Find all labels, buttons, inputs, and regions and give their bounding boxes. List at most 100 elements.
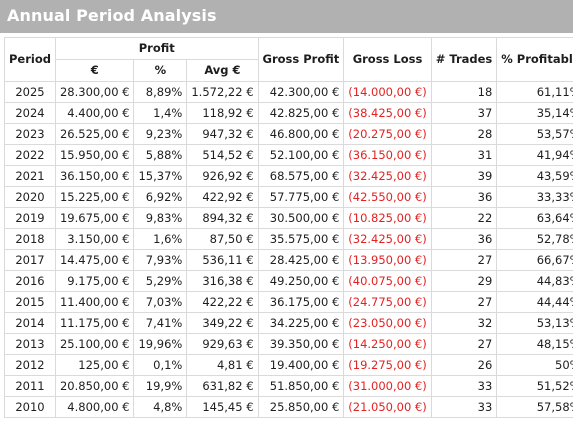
cell-gross-profit: 28.425,00 € [257,249,345,271]
cell-profit-avg: 422,22 € [186,291,259,313]
cell-gross-loss: (14.000,00 €) [343,81,432,103]
cell-profit-pct: 5,88% [133,144,188,166]
cell-period: 2012 [4,354,56,376]
cell-gross-profit: 25.850,00 € [257,396,345,418]
cell-profit-pct: 1,6% [133,228,188,250]
table-row[interactable]: 2011 20.850,00 €19,9% 631,82 €51.850,00 €(… [4,375,573,397]
col-header-pct-profitable[interactable]: % Profitable [496,37,573,82]
cell-profit-avg: 514,52 € [186,144,259,166]
cell-period: 2011 [4,375,56,397]
cell-profit-eur: 4.800,00 € [54,396,135,418]
cell-gross-loss: (36.150,00 €) [343,144,432,166]
cell-trades: 33 [430,375,498,397]
table-row[interactable]: 2025 28.300,00 €8,89% 1.572,22 €42.300,00 … [4,81,573,103]
table-row[interactable]: 2018 3.150,00 €1,6% 87,50 €35.575,00 € (32.… [4,228,573,250]
table-row[interactable]: 2014 11.175,00 €7,41% 349,22 €34.225,00 €(… [4,312,573,334]
col-header-trades[interactable]: # Trades [430,37,498,82]
cell-period: 2024 [4,102,56,124]
cell-gross-profit: 46.800,00 € [257,123,345,145]
cell-profit-eur: 26.525,00 € [54,123,135,145]
cell-profit-avg: 422,92 € [186,186,259,208]
col-header-period[interactable]: Period [4,37,56,82]
cell-gross-loss: (23.050,00 €) [343,312,432,334]
cell-profit-avg: 947,32 € [186,123,259,145]
cell-profit-pct: 8,89% [133,81,188,103]
cell-profit-avg: 926,92 € [186,165,259,187]
table-row[interactable]: 2024 4.400,00 €1,4% 118,92 €42.825,00 € (38… [4,102,573,124]
cell-pct-profitable: 44,44% [496,291,573,313]
cell-profit-eur: 20.850,00 € [54,375,135,397]
cell-trades: 27 [430,291,498,313]
col-header-profit-group: Profit [54,37,259,60]
cell-profit-eur: 11.175,00 € [54,312,135,334]
cell-period: 2015 [4,291,56,313]
cell-gross-loss: (21.050,00 €) [343,396,432,418]
cell-profit-eur: 9.175,00 € [54,270,135,292]
cell-profit-pct: 15,37% [133,165,188,187]
cell-profit-eur: 19.675,00 € [54,207,135,229]
cell-pct-profitable: 52,78% [496,228,573,250]
annual-analysis-table: Period Profit Gross Profit Gross Loss # … [4,37,573,418]
col-header-profit-pct[interactable]: % [133,59,188,82]
cell-gross-loss: (31.000,00 €) [343,375,432,397]
cell-period: 2013 [4,333,56,355]
cell-gross-loss: (24.775,00 €) [343,291,432,313]
table-row[interactable]: 2023 26.525,00 €9,23% 947,32 €46.800,00 €(… [4,123,573,145]
table-row[interactable]: 2021 36.150,00 €15,37% 926,92 €68.575,00 €… [4,165,573,187]
cell-gross-loss: (13.950,00 €) [343,249,432,271]
table-row[interactable]: 2020 15.225,00 €6,92% 422,92 €57.775,00 €(… [4,186,573,208]
table-row[interactable]: 2022 15.950,00 €5,88% 514,52 €52.100,00 €(… [4,144,573,166]
cell-gross-loss: (40.075,00 €) [343,270,432,292]
cell-period: 2023 [4,123,56,145]
cell-profit-pct: 19,9% [133,375,188,397]
cell-profit-eur: 15.225,00 € [54,186,135,208]
cell-trades: 33 [430,396,498,418]
cell-pct-profitable: 41,94% [496,144,573,166]
table-body: 2025 28.300,00 €8,89% 1.572,22 €42.300,00 … [4,81,573,418]
cell-trades: 29 [430,270,498,292]
cell-pct-profitable: 33,33% [496,186,573,208]
cell-period: 2021 [4,165,56,187]
cell-period: 2020 [4,186,56,208]
col-header-profit-avg[interactable]: Avg € [186,59,259,82]
cell-pct-profitable: 51,52% [496,375,573,397]
col-header-gross-profit[interactable]: Gross Profit [257,37,345,82]
cell-profit-pct: 6,92% [133,186,188,208]
cell-profit-avg: 4,81 € [186,354,259,376]
cell-pct-profitable: 35,14% [496,102,573,124]
cell-pct-profitable: 44,83% [496,270,573,292]
table-row[interactable]: 2013 25.100,00 €19,96% 929,63 €39.350,00 €… [4,333,573,355]
cell-profit-eur: 11.400,00 € [54,291,135,313]
cell-profit-avg: 929,63 € [186,333,259,355]
cell-pct-profitable: 57,58% [496,396,573,418]
cell-pct-profitable: 48,15% [496,333,573,355]
table-row[interactable]: 2010 4.800,00 €4,8% 145,45 €25.850,00 € (21… [4,396,573,418]
cell-profit-pct: 9,23% [133,123,188,145]
cell-period: 2025 [4,81,56,103]
cell-profit-pct: 7,03% [133,291,188,313]
cell-pct-profitable: 53,57% [496,123,573,145]
col-header-gross-loss[interactable]: Gross Loss [343,37,432,82]
cell-profit-eur: 14.475,00 € [54,249,135,271]
title-bar: Annual Period Analysis [0,0,573,33]
cell-period: 2016 [4,270,56,292]
cell-gross-loss: (42.550,00 €) [343,186,432,208]
cell-trades: 32 [430,312,498,334]
table-row[interactable]: 2017 14.475,00 €7,93% 536,11 €28.425,00 €(… [4,249,573,271]
cell-trades: 36 [430,186,498,208]
cell-profit-pct: 7,93% [133,249,188,271]
cell-trades: 39 [430,165,498,187]
cell-trades: 18 [430,81,498,103]
table-row[interactable]: 2015 11.400,00 €7,03% 422,22 €36.175,00 €(… [4,291,573,313]
table-row[interactable]: 2012 125,00 €0,1% 4,81 €19.400,00 € (19.275… [4,354,573,376]
table-row[interactable]: 2019 19.675,00 €9,83% 894,32 €30.500,00 €(… [4,207,573,229]
cell-profit-pct: 9,83% [133,207,188,229]
cell-gross-profit: 34.225,00 € [257,312,345,334]
cell-profit-pct: 4,8% [133,396,188,418]
cell-gross-loss: (20.275,00 €) [343,123,432,145]
cell-profit-eur: 125,00 € [54,354,135,376]
table-row[interactable]: 2016 9.175,00 €5,29% 316,38 €49.250,00 € (4… [4,270,573,292]
col-header-profit-eur[interactable]: € [54,59,135,82]
cell-trades: 26 [430,354,498,376]
cell-period: 2010 [4,396,56,418]
